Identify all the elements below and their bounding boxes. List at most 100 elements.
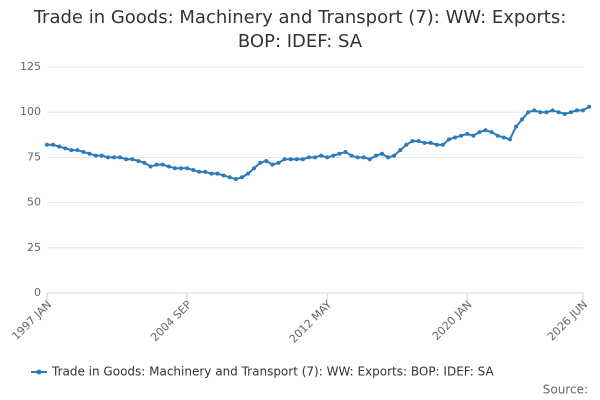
data-point [349, 153, 354, 158]
data-point [51, 142, 56, 147]
data-point [276, 160, 281, 165]
data-point [380, 151, 384, 156]
data-point [172, 166, 177, 171]
data-point [465, 131, 470, 136]
chart-title: Trade in Goods: Machinery and Transport … [33, 7, 567, 52]
data-point [227, 175, 232, 180]
x-tick-label: 2020 JAN [430, 298, 475, 343]
data-point [209, 171, 214, 176]
data-point [45, 142, 49, 147]
data-point [520, 117, 525, 122]
y-tick-label: 75 [27, 150, 41, 163]
data-point [416, 139, 421, 144]
data-point [130, 157, 135, 162]
data-point [355, 155, 360, 160]
data-point [428, 140, 433, 145]
legend-marker [36, 369, 42, 375]
data-point [410, 139, 415, 144]
source: Source: [543, 383, 588, 397]
data-point [197, 169, 202, 174]
data-point [574, 108, 579, 113]
data-point [367, 157, 372, 162]
legend-label: Trade in Goods: Machinery and Transport … [51, 365, 494, 379]
data-point [404, 142, 409, 147]
data-point [239, 175, 244, 180]
data-point [93, 153, 98, 158]
data-point [203, 169, 208, 174]
data-point [282, 157, 287, 162]
data-point [526, 110, 531, 115]
data-point [142, 160, 147, 165]
data-point [361, 155, 366, 160]
x-tick-label: 2012 MAY [287, 298, 335, 346]
data-point [233, 177, 238, 182]
data-point [398, 148, 403, 153]
data-point [81, 149, 86, 154]
data-point [373, 153, 378, 158]
data-point [440, 142, 445, 147]
data-point [191, 168, 196, 173]
data-point [447, 137, 451, 142]
data-point [148, 164, 153, 169]
data-point [313, 155, 317, 160]
data-point [544, 110, 549, 115]
data-point [434, 142, 439, 147]
x-tick-label: 1997 JAN [9, 298, 54, 343]
data-point [118, 155, 123, 160]
data-point [471, 133, 476, 138]
data-line [47, 105, 590, 181]
data-point [112, 155, 116, 160]
data-point [319, 153, 324, 158]
data-point [331, 153, 336, 158]
x-tick-label: 2026 JUN [545, 298, 590, 343]
data-point [538, 110, 543, 115]
data-point [306, 155, 311, 160]
data-point [337, 151, 342, 156]
data-point [69, 148, 74, 153]
data-point [568, 110, 573, 115]
data-point [136, 159, 141, 164]
data-point [105, 155, 110, 160]
data-point [489, 130, 494, 135]
y-tick-label: 25 [27, 241, 41, 254]
data-point [300, 157, 305, 162]
data-point [532, 108, 537, 113]
y-tick-label: 0 [34, 286, 41, 299]
data-point [270, 162, 275, 167]
data-point [185, 166, 190, 171]
data-point [264, 159, 269, 164]
data-point [343, 149, 348, 154]
data-point [258, 160, 263, 165]
data-point [422, 140, 427, 145]
data-point [556, 110, 561, 115]
data-point [562, 112, 567, 117]
data-point [215, 171, 220, 176]
data-point [63, 146, 68, 151]
data-point [124, 157, 129, 162]
data-point [495, 133, 500, 138]
data-point [166, 164, 171, 169]
data-point [550, 108, 555, 113]
data-point [459, 133, 464, 138]
data-point [325, 155, 330, 160]
x-tick-label: 2004 SEP [148, 298, 194, 344]
data-point [386, 155, 391, 160]
data-point [160, 162, 165, 167]
data-point [87, 151, 92, 156]
data-point [288, 157, 293, 162]
data-point [501, 135, 506, 140]
data-point [392, 153, 397, 158]
data-point [99, 153, 104, 158]
data-point [453, 135, 458, 140]
data-point [587, 104, 592, 109]
data-point [57, 144, 62, 149]
data-point [154, 162, 159, 167]
data-point [252, 166, 257, 171]
data-point [221, 173, 226, 178]
data-point [179, 166, 183, 171]
y-tick-label: 125 [20, 60, 41, 73]
data-point [477, 130, 482, 135]
data-point [507, 137, 512, 142]
